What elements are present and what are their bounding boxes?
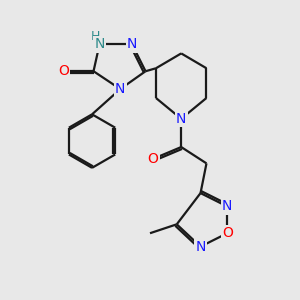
Text: N: N (176, 112, 186, 126)
Text: O: O (58, 64, 69, 78)
Text: N: N (222, 200, 232, 214)
Text: O: O (222, 226, 233, 240)
Text: H: H (91, 30, 101, 43)
Text: O: O (148, 152, 158, 166)
Text: N: N (94, 38, 105, 52)
Text: N: N (115, 82, 125, 96)
Text: N: N (127, 38, 137, 52)
Text: N: N (195, 240, 206, 254)
